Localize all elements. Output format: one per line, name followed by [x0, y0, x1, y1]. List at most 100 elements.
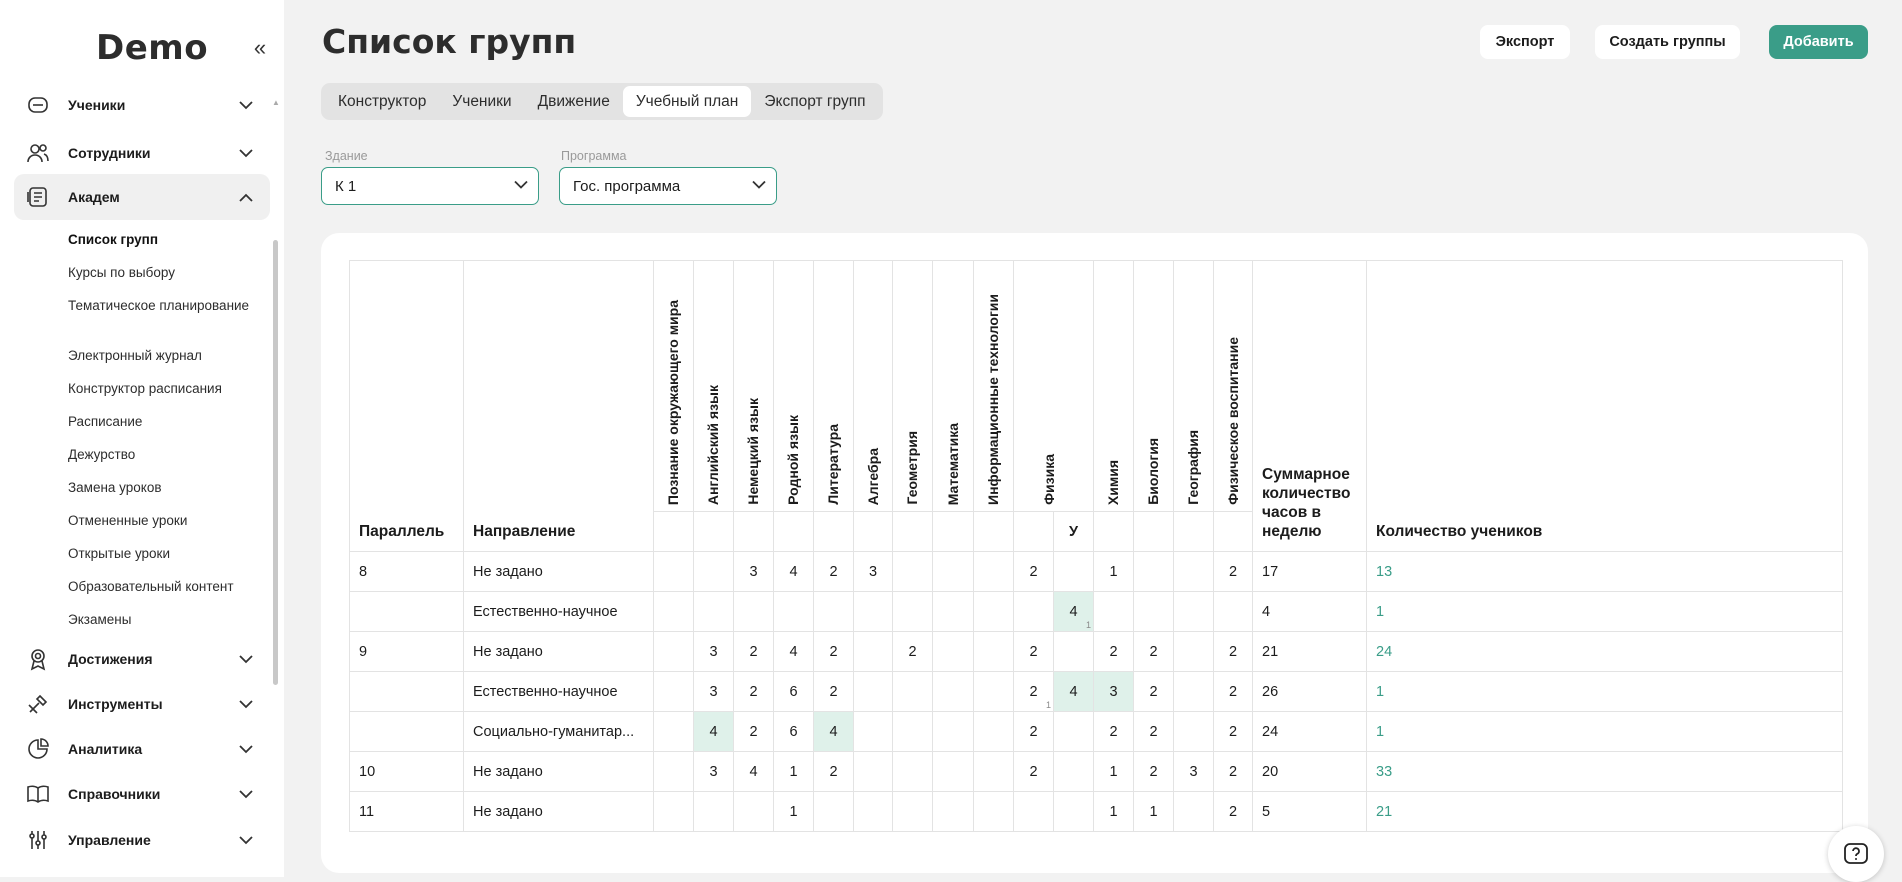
sidebar-item-staff[interactable]: Сотрудники	[14, 130, 270, 176]
subnav-elective-courses[interactable]: Курсы по выбору	[68, 265, 175, 280]
cell-hours[interactable]: 2	[892, 631, 933, 672]
cell-hours[interactable]	[653, 711, 694, 752]
cell-hours[interactable]: 2	[813, 631, 854, 672]
cell-hours[interactable]	[1093, 591, 1134, 632]
add-button[interactable]: Добавить	[1769, 25, 1868, 59]
cell-hours[interactable]	[1013, 591, 1054, 632]
tab-constructor[interactable]: Конструктор	[338, 92, 427, 110]
subnav-educational-content[interactable]: Образовательный контент	[68, 579, 234, 594]
cell-hours[interactable]	[932, 631, 974, 672]
cell-hours[interactable]: 3	[693, 671, 734, 712]
cell-hours[interactable]: 1	[773, 751, 814, 792]
cell-hours[interactable]	[932, 671, 974, 712]
cell-hours[interactable]	[653, 551, 694, 592]
create-groups-button[interactable]: Создать группы	[1595, 25, 1740, 59]
cell-students-link[interactable]: 24	[1366, 631, 1843, 672]
cell-hours[interactable]	[1213, 591, 1253, 632]
cell-hours[interactable]	[653, 591, 694, 632]
cell-hours[interactable]	[973, 591, 1014, 632]
cell-hours[interactable]	[853, 711, 893, 752]
cell-hours[interactable]: 1	[773, 791, 814, 832]
cell-hours[interactable]	[693, 791, 734, 832]
sidebar-item-management[interactable]: Управление	[14, 817, 270, 863]
cell-hours[interactable]	[653, 671, 694, 712]
subnav-exams[interactable]: Экзамены	[68, 612, 132, 627]
tab-students[interactable]: Ученики	[452, 92, 512, 110]
cell-hours[interactable]	[973, 791, 1014, 832]
sidebar-item-analytics[interactable]: Аналитика	[14, 726, 270, 772]
tab-movement[interactable]: Движение	[537, 92, 610, 110]
cell-hours[interactable]	[973, 551, 1014, 592]
cell-hours[interactable]	[653, 631, 694, 672]
sidebar-scrollbar[interactable]	[273, 240, 278, 685]
cell-students-link[interactable]: 13	[1366, 551, 1843, 592]
subnav-journal[interactable]: Электронный журнал	[68, 348, 202, 363]
building-select[interactable]: К 1	[321, 167, 539, 205]
cell-hours[interactable]: 3	[693, 631, 734, 672]
cell-hours[interactable]	[892, 551, 933, 592]
cell-hours[interactable]	[932, 591, 974, 632]
cell-hours[interactable]: 4	[1053, 671, 1094, 712]
cell-hours[interactable]: 1	[1093, 791, 1134, 832]
cell-hours[interactable]	[973, 751, 1014, 792]
cell-hours[interactable]	[653, 791, 694, 832]
cell-hours[interactable]: 1	[1133, 791, 1174, 832]
cell-hours[interactable]: 2	[1093, 631, 1134, 672]
cell-students-link[interactable]: 1	[1366, 711, 1843, 752]
subnav-thematic-planning[interactable]: Тематическое планирование	[68, 298, 250, 313]
cell-hours[interactable]	[653, 751, 694, 792]
cell-hours[interactable]	[773, 591, 814, 632]
cell-students-link[interactable]: 33	[1366, 751, 1843, 792]
cell-hours[interactable]	[932, 551, 974, 592]
cell-hours[interactable]	[733, 791, 774, 832]
cell-hours[interactable]: 2	[1013, 751, 1054, 792]
cell-students-link[interactable]: 1	[1366, 591, 1843, 632]
subnav-schedule[interactable]: Расписание	[68, 414, 143, 429]
cell-hours[interactable]: 2	[1213, 751, 1253, 792]
cell-hours[interactable]	[1053, 631, 1094, 672]
cell-hours[interactable]: 2	[1213, 551, 1253, 592]
cell-students-link[interactable]: 21	[1366, 791, 1843, 832]
cell-hours[interactable]: 3	[733, 551, 774, 592]
cell-hours[interactable]: 6	[773, 711, 814, 752]
cell-hours[interactable]: 2	[1213, 711, 1253, 752]
cell-hours[interactable]	[1053, 711, 1094, 752]
tab-curriculum[interactable]: Учебный план	[622, 86, 752, 117]
cell-hours[interactable]: 2	[813, 671, 854, 712]
cell-hours[interactable]	[892, 791, 933, 832]
cell-hours[interactable]: 3	[1093, 671, 1134, 712]
cell-hours[interactable]: 2	[733, 671, 774, 712]
collapse-sidebar-icon[interactable]: «	[253, 35, 267, 60]
cell-hours[interactable]	[853, 751, 893, 792]
cell-hours[interactable]	[1053, 791, 1094, 832]
cell-hours[interactable]	[853, 591, 893, 632]
tab-export-groups[interactable]: Экспорт групп	[764, 92, 866, 110]
help-button[interactable]	[1828, 826, 1884, 882]
cell-hours[interactable]	[1133, 591, 1174, 632]
sidebar-item-references[interactable]: Справочники	[14, 771, 270, 817]
cell-hours[interactable]	[892, 671, 933, 712]
cell-hours[interactable]	[1173, 631, 1214, 672]
sidebar-item-students[interactable]: Ученики	[14, 88, 270, 128]
cell-hours[interactable]	[733, 591, 774, 632]
subnav-cancelled-lessons[interactable]: Отмененные уроки	[68, 513, 188, 528]
cell-hours[interactable]: 2	[1133, 711, 1174, 752]
cell-hours[interactable]: 2	[1013, 551, 1054, 592]
cell-hours[interactable]: 2	[1093, 711, 1134, 752]
cell-hours[interactable]	[892, 591, 933, 632]
cell-hours[interactable]: 3	[1173, 751, 1214, 792]
cell-hours[interactable]	[813, 791, 854, 832]
cell-hours[interactable]	[973, 711, 1014, 752]
cell-hours[interactable]	[973, 631, 1014, 672]
cell-hours[interactable]: 2	[1133, 631, 1174, 672]
cell-hours[interactable]	[1053, 751, 1094, 792]
cell-hours[interactable]: 4	[773, 551, 814, 592]
cell-hours[interactable]	[973, 671, 1014, 712]
cell-hours[interactable]	[1173, 671, 1214, 712]
cell-hours[interactable]	[853, 631, 893, 672]
cell-hours[interactable]: 2	[1213, 791, 1253, 832]
cell-students-link[interactable]: 1	[1366, 671, 1843, 712]
subnav-lesson-replacement[interactable]: Замена уроков	[68, 480, 162, 495]
